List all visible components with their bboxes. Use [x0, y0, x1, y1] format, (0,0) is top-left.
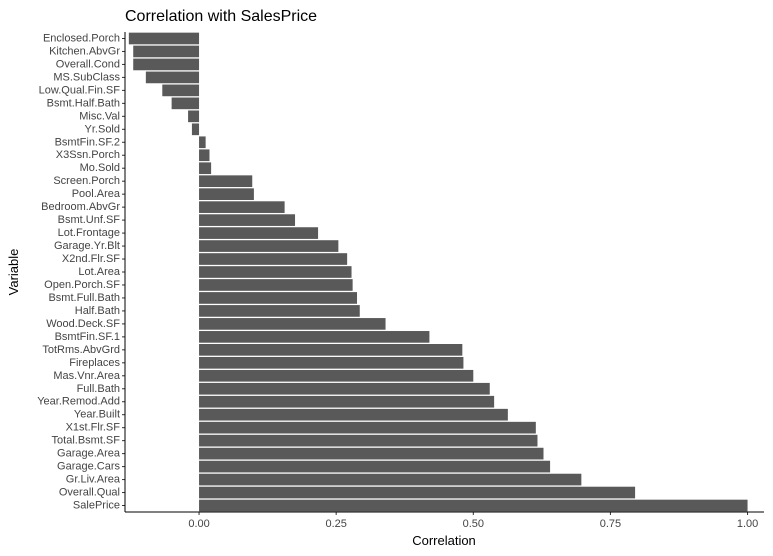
y-tick-label: Bsmt.Half.Bath	[47, 97, 120, 109]
bar-pool-area	[199, 188, 254, 200]
x-tick-label: 0.75	[600, 518, 621, 530]
bar-low-qual-fin-sf	[162, 84, 200, 97]
y-tick-label: Year.Built	[74, 409, 120, 421]
bar-bsmtfin-sf-2	[199, 136, 206, 149]
y-tick-label: X2nd.Flr.SF	[62, 253, 120, 265]
y-tick-label: Mo.Sold	[80, 162, 120, 174]
bar-enclosed-porch	[128, 32, 200, 45]
chart-title: Correlation with SalesPrice	[125, 8, 317, 25]
x-tick-labels: 0.00 0.25 0.50 0.75 1.00	[188, 518, 758, 530]
y-tick-label: Mas.Vnr.Area	[53, 370, 121, 382]
bar-screen-porch	[199, 175, 253, 188]
y-tick-label: Full.Bath	[77, 383, 120, 395]
x-tick-label: 0.25	[325, 518, 346, 530]
y-tick-label: Lot.Area	[78, 266, 120, 278]
x-tick-label: 1.00	[737, 518, 758, 530]
bar-overall-qual	[199, 486, 636, 499]
y-tick-label: Kitchen.AbvGr	[49, 45, 120, 57]
bar-x2nd-flr-sf	[199, 253, 348, 265]
bar-year-remod-add	[199, 395, 495, 408]
y-tick-label: X3Ssn.Porch	[56, 149, 120, 161]
bar-full-bath	[199, 382, 490, 395]
bar-bsmt-full-bath	[199, 292, 358, 304]
x-tick-label: 0.50	[463, 518, 484, 530]
y-tick-label: Total.Bsmt.SF	[52, 435, 121, 447]
x-tick-label: 0.00	[188, 518, 209, 530]
y-tick-label: TotRms.AbvGrd	[42, 344, 120, 356]
y-tick-label: MS.SubClass	[53, 71, 120, 83]
y-tick-label: Open.Porch.SF	[44, 279, 120, 291]
bar-bsmt-half-bath	[171, 97, 200, 110]
bar-garage-cars	[199, 460, 551, 473]
y-tick-label: SalePrice	[73, 500, 120, 512]
bar-group	[128, 32, 748, 512]
y-tick-label: Garage.Yr.Blt	[54, 240, 120, 252]
bar-garage-yr-blt	[199, 240, 339, 252]
y-tick-label: Gr.Liv.Area	[66, 474, 121, 486]
y-tick-label: Misc.Val	[79, 110, 120, 122]
y-tick-labels: Enclosed.PorchKitchen.AbvGrOverall.CondM…	[37, 32, 121, 511]
y-tick-label: BsmtFin.SF.1	[55, 331, 120, 343]
y-tick-label: Lot.Frontage	[58, 227, 120, 239]
y-tick-label: Bsmt.Unf.SF	[58, 214, 121, 226]
bar-kitchen-abvgr	[133, 45, 200, 58]
x-axis-title: Correlation	[412, 533, 476, 548]
bar-garage-area	[199, 447, 544, 460]
bar-bedroom-abvgr	[199, 201, 285, 213]
y-tick-label: Fireplaces	[69, 357, 120, 369]
bar-total-bsmt-sf	[199, 434, 538, 447]
bar-x3ssn-porch	[199, 149, 210, 162]
bar-overall-cond	[133, 58, 200, 71]
bar-misc-val	[188, 110, 200, 123]
bar-lot-frontage	[199, 227, 319, 239]
y-tick-label: Overall.Cond	[56, 58, 120, 70]
bar-saleprice	[199, 499, 748, 512]
bar-ms-subclass	[145, 71, 200, 84]
y-tick-label: BsmtFin.SF.2	[55, 136, 120, 148]
y-tick-label: Low.Qual.Fin.SF	[39, 84, 121, 96]
y-tick-label: Bsmt.Full.Bath	[48, 292, 120, 304]
y-tick-label: Bedroom.AbvGr	[41, 201, 120, 213]
bar-mo-sold	[199, 162, 212, 175]
bar-gr-liv-area	[199, 473, 582, 486]
y-tick-label: Year.Remod.Add	[37, 396, 120, 408]
y-tick-label: Overall.Qual	[59, 487, 120, 499]
bar-year-built	[199, 408, 508, 421]
bar-bsmtfin-sf-1	[199, 331, 430, 343]
y-tick-label: Garage.Cars	[57, 461, 120, 473]
bar-half-bath	[199, 305, 360, 317]
bar-mas-vnr-area	[199, 369, 474, 382]
y-tick-label: X1st.Flr.SF	[66, 422, 121, 434]
y-tick-label: Enclosed.Porch	[43, 32, 120, 44]
y-tick-label: Wood.Deck.SF	[46, 318, 120, 330]
bar-open-porch-sf	[199, 279, 353, 291]
y-axis-title: Variable	[6, 249, 21, 296]
bar-totrms-abvgrd	[199, 344, 463, 356]
bar-lot-area	[199, 266, 352, 278]
bar-x1st-flr-sf	[199, 421, 536, 434]
y-tick-label: Pool.Area	[72, 188, 121, 200]
bar-fireplaces	[199, 356, 464, 369]
bar-bsmt-unf-sf	[199, 214, 296, 226]
y-tick-label: Yr.Sold	[85, 123, 120, 135]
y-tick-label: Garage.Area	[57, 448, 121, 460]
y-tick-label: Half.Bath	[75, 305, 120, 317]
y-tick-label: Screen.Porch	[53, 175, 120, 187]
bar-wood-deck-sf	[199, 318, 386, 330]
bar-yr-sold	[191, 123, 200, 136]
